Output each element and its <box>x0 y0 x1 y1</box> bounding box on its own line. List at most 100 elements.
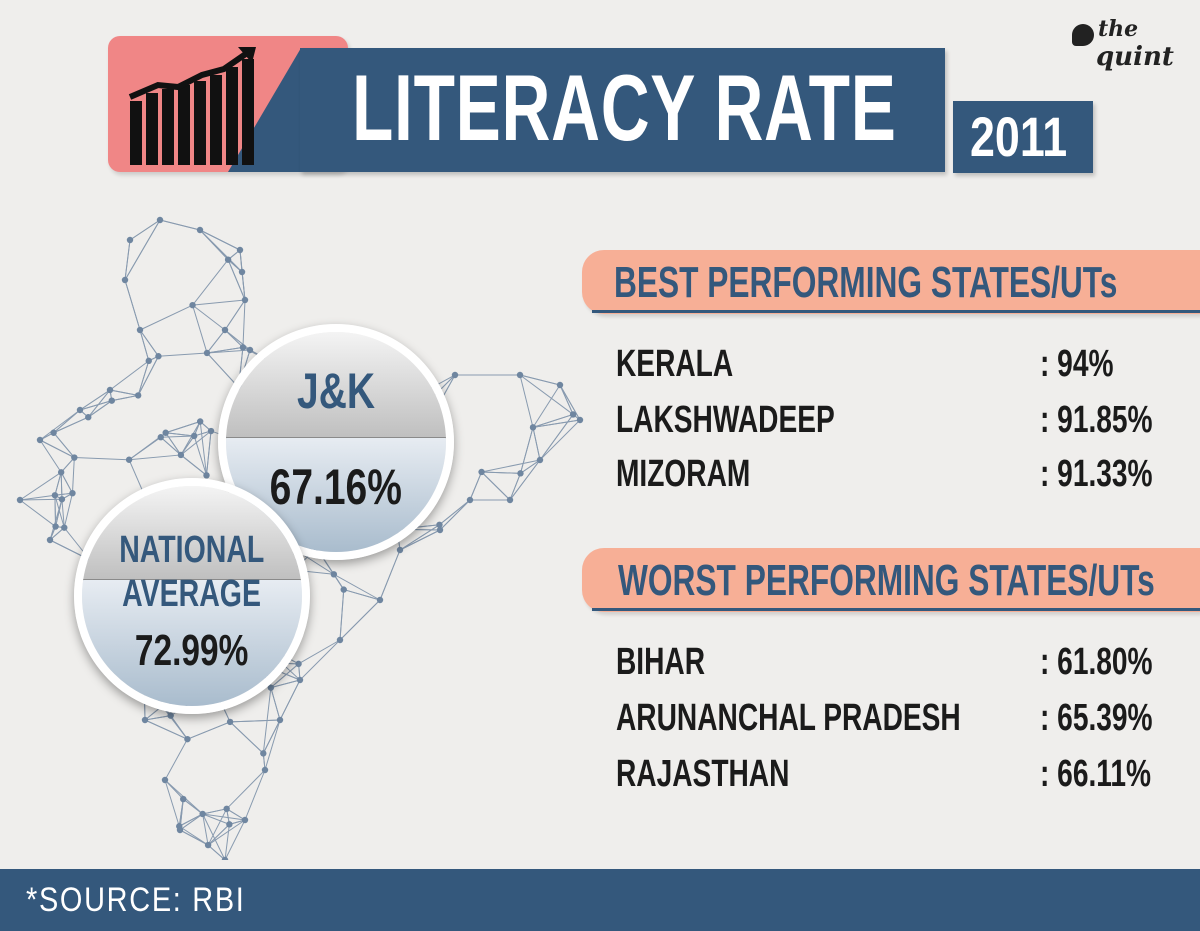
title-banner-edge <box>228 48 301 172</box>
map-node <box>199 810 206 818</box>
map-node <box>46 536 54 544</box>
best-state-name: LAKSHWADEEP <box>616 399 835 441</box>
map-link <box>202 813 246 821</box>
map-node <box>261 766 269 774</box>
map-node <box>478 468 485 476</box>
map-link <box>179 813 203 831</box>
worst-state-value: : 66.11% <box>1040 753 1151 795</box>
map-node <box>61 524 68 531</box>
map-link <box>139 304 193 331</box>
map-link <box>63 493 73 528</box>
map-link <box>339 589 345 641</box>
map-node <box>161 776 169 784</box>
map-node <box>576 416 584 424</box>
map-link <box>481 459 541 473</box>
map-link <box>61 499 65 528</box>
map-link <box>39 409 81 441</box>
map-link <box>53 416 89 434</box>
map-node <box>106 386 114 394</box>
brand-logo-line1: the <box>1098 16 1139 42</box>
map-link <box>207 819 246 846</box>
worst-state-name: BIHAR <box>616 641 706 683</box>
map-link <box>124 219 161 281</box>
map-link <box>39 439 62 473</box>
map-node <box>196 418 204 425</box>
map-node <box>58 496 66 503</box>
map-node <box>203 472 210 479</box>
map-node <box>108 397 116 404</box>
map-link <box>160 436 182 456</box>
map-link <box>343 589 381 601</box>
best-state-value: : 91.85% <box>1040 399 1153 441</box>
map-link <box>53 432 75 458</box>
map-node <box>536 456 544 464</box>
national-average-value: 72.99% <box>135 626 249 675</box>
map-link <box>137 360 150 396</box>
worst-states-banner <box>582 548 1200 612</box>
map-node <box>556 381 564 389</box>
map-node <box>451 371 459 379</box>
map-node <box>16 496 24 504</box>
map-link <box>224 824 230 860</box>
map-node <box>196 226 204 234</box>
map-node <box>529 424 537 431</box>
map-link <box>244 769 266 821</box>
map-link <box>509 473 521 501</box>
map-link <box>207 823 230 846</box>
map-link <box>74 457 130 461</box>
map-link <box>241 271 246 301</box>
map-link <box>124 279 141 331</box>
map-node <box>50 429 57 436</box>
map-link <box>339 599 381 641</box>
map-node <box>466 496 474 504</box>
map-link <box>165 432 182 456</box>
brand-logo-line2: quint <box>1096 42 1174 72</box>
map-node <box>189 301 196 309</box>
map-link <box>519 427 534 474</box>
map-node <box>224 256 232 263</box>
map-node <box>51 492 59 499</box>
map-link <box>199 229 241 251</box>
map-node <box>180 795 187 803</box>
map-link <box>202 808 227 815</box>
map-link <box>227 259 246 301</box>
worst-state-value: : 61.80% <box>1040 641 1153 683</box>
map-node <box>238 268 246 276</box>
footer-bar <box>0 869 1200 931</box>
map-link <box>229 721 264 754</box>
map-link <box>182 798 203 815</box>
map-link <box>87 400 113 418</box>
map-link <box>207 844 226 860</box>
map-link <box>264 719 281 771</box>
map-link <box>179 813 203 827</box>
map-link <box>53 409 81 434</box>
map-node <box>52 523 59 530</box>
map-link <box>178 825 209 846</box>
map-link <box>333 573 381 601</box>
map-link <box>202 813 226 860</box>
speech-bubble-icon <box>1072 24 1094 46</box>
map-node <box>57 469 65 476</box>
map-link <box>379 549 401 601</box>
map-link <box>137 355 159 396</box>
map-link <box>109 360 150 391</box>
map-link <box>469 471 483 501</box>
map-link <box>226 769 266 810</box>
map-node <box>226 718 234 726</box>
map-link <box>139 329 159 357</box>
map-link <box>55 499 63 527</box>
map-node <box>516 371 524 379</box>
map-link <box>54 495 57 527</box>
source-note: *SOURCE: RBI <box>26 881 246 919</box>
map-link <box>109 389 139 396</box>
map-node <box>517 470 524 477</box>
map-link <box>19 499 56 527</box>
national-average-label-line1: NATIONAL <box>119 529 265 571</box>
map-node <box>177 451 185 459</box>
year-badge <box>953 101 1093 173</box>
map-link <box>180 435 195 456</box>
map-link <box>139 329 150 361</box>
map-node <box>176 823 183 830</box>
best-state-name: MIZORAM <box>616 453 751 495</box>
map-link <box>79 389 111 411</box>
